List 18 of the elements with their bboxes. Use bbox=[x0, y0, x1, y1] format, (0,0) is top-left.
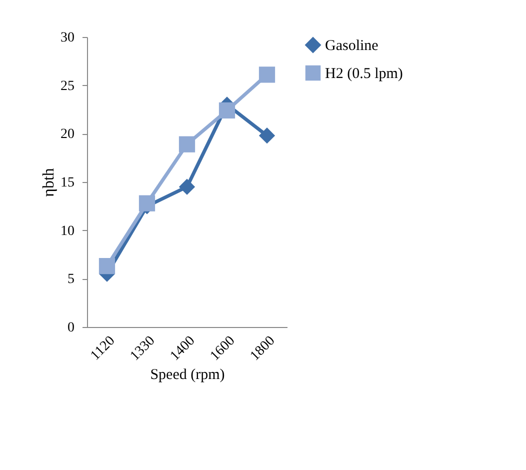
point bbox=[218, 102, 236, 119]
y-tick-label: 15 bbox=[60, 176, 74, 190]
y-tick-label: 5 bbox=[68, 272, 74, 288]
point bbox=[98, 258, 116, 274]
y-tick-label: 20 bbox=[60, 127, 74, 142]
point bbox=[178, 136, 196, 152]
legend-label: Gasoline bbox=[325, 38, 379, 54]
y-tick-label: 25 bbox=[60, 78, 74, 94]
x-axis-title: Speed (rpm) bbox=[150, 367, 225, 384]
y-tick-label: 10 bbox=[60, 224, 74, 239]
point bbox=[138, 195, 156, 212]
y-tick-label: 30 bbox=[60, 30, 74, 46]
legend-label: H2 (0.5 lpm) bbox=[325, 66, 403, 82]
y-tick-label: 0 bbox=[68, 320, 74, 336]
point bbox=[258, 128, 276, 144]
point bbox=[258, 66, 276, 83]
y-axis-title: ηbth bbox=[40, 168, 58, 197]
point bbox=[178, 178, 196, 195]
